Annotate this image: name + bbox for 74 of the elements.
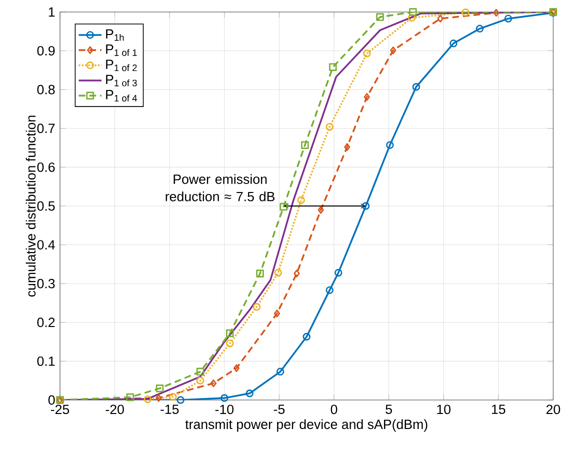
point bbox=[362, 202, 370, 210]
x-tick-label: -5 bbox=[274, 404, 285, 414]
legend-label: P$_{1 of 4}$ bbox=[106, 90, 137, 102]
point bbox=[233, 364, 240, 372]
point bbox=[301, 141, 309, 149]
point bbox=[252, 302, 261, 311]
point bbox=[297, 196, 305, 204]
y-tick-label: 0.1 bbox=[37, 356, 55, 366]
point bbox=[256, 270, 264, 278]
point bbox=[476, 24, 484, 33]
point bbox=[302, 332, 310, 341]
point bbox=[220, 394, 228, 402]
point bbox=[176, 396, 184, 404]
point bbox=[156, 384, 164, 392]
point bbox=[196, 376, 204, 384]
point bbox=[144, 395, 152, 404]
point bbox=[408, 14, 416, 22]
y-tick-label: 0.9 bbox=[37, 46, 55, 56]
x-tick-label: 15 bbox=[492, 404, 506, 414]
x-tick-label: 5 bbox=[386, 404, 392, 414]
y-tick-label: 0.7 bbox=[37, 124, 55, 134]
x-tick-label: -25 bbox=[50, 404, 70, 414]
x-tick-label: 10 bbox=[437, 404, 450, 414]
point bbox=[274, 268, 282, 277]
x-tick-label: -15 bbox=[160, 404, 179, 414]
point bbox=[326, 286, 334, 294]
point bbox=[437, 14, 444, 22]
x-tick-label: -20 bbox=[106, 404, 124, 414]
point bbox=[280, 202, 288, 211]
y-tick-label: 0.4 bbox=[37, 240, 55, 250]
point bbox=[294, 270, 300, 278]
y-tick-label: 0 bbox=[48, 395, 55, 405]
y-tick-label: 0.3 bbox=[37, 278, 55, 288]
x-tick-label: 0 bbox=[330, 404, 338, 414]
point bbox=[334, 268, 342, 277]
x-axis-title: transmit power per device and sAP(dBm) bbox=[185, 419, 428, 432]
point bbox=[344, 143, 350, 151]
y-tick-label: 0.5 bbox=[37, 201, 55, 211]
point bbox=[126, 393, 134, 402]
point bbox=[412, 83, 420, 91]
legend-label: P$_{1 of 2}$ bbox=[106, 60, 137, 72]
point bbox=[329, 63, 337, 71]
point bbox=[409, 8, 417, 16]
point bbox=[376, 13, 384, 21]
point bbox=[226, 329, 234, 338]
point bbox=[318, 206, 324, 214]
annotation: Power emission reduction ≈ 7.5 dB bbox=[166, 174, 275, 202]
point bbox=[386, 141, 394, 149]
point bbox=[276, 368, 284, 376]
legend-label: P$_{1h}$ bbox=[106, 29, 124, 41]
legend-label: P$_{1 of 1}$ bbox=[106, 44, 137, 56]
x-tick-label: 20 bbox=[546, 404, 560, 414]
point bbox=[493, 8, 500, 17]
point bbox=[246, 390, 254, 398]
point bbox=[169, 393, 177, 401]
point bbox=[156, 394, 162, 402]
point bbox=[450, 40, 458, 48]
y-tick-label: 0.6 bbox=[37, 162, 55, 172]
point bbox=[462, 8, 470, 16]
point bbox=[274, 310, 280, 318]
y-axis-title: cumulative distribution function bbox=[26, 116, 36, 297]
point bbox=[326, 122, 334, 131]
y-tick-label: 1 bbox=[48, 7, 55, 17]
y-tick-label: 0.2 bbox=[37, 318, 55, 328]
point bbox=[226, 339, 234, 348]
point bbox=[390, 46, 396, 54]
point bbox=[504, 14, 512, 22]
point bbox=[363, 50, 371, 58]
legend-label: P$_{1 of 3}$ bbox=[106, 74, 137, 86]
point bbox=[210, 379, 217, 388]
y-tick-label: 0.8 bbox=[37, 84, 55, 94]
point bbox=[196, 368, 204, 376]
x-tick-label: -10 bbox=[215, 404, 234, 414]
point bbox=[364, 93, 370, 101]
